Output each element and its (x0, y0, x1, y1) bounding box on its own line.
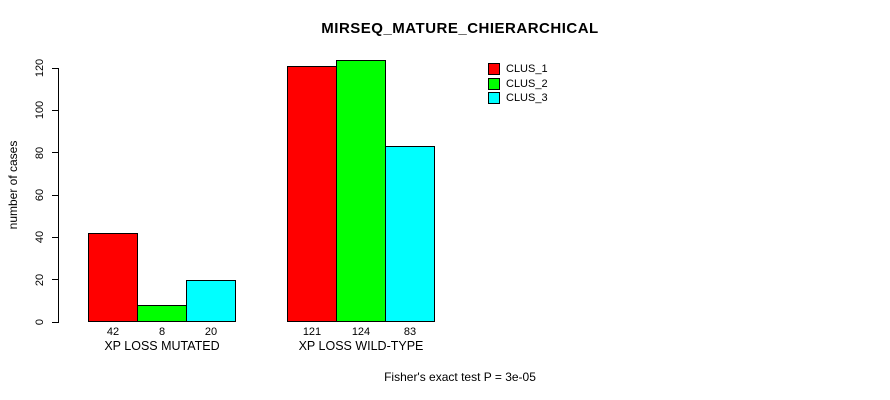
legend-swatch (488, 92, 500, 104)
bar-clus_3 (385, 146, 435, 322)
y-axis-line (58, 68, 59, 323)
y-tick-label: 100 (34, 101, 46, 120)
bar-clus_1 (287, 66, 337, 322)
bar-clus_3 (186, 280, 236, 322)
bar-value-label: 20 (204, 326, 218, 338)
y-tick-label: 80 (34, 146, 46, 159)
legend-label: CLUS_1 (506, 63, 548, 75)
x-category-label: XP LOSS WILD-TYPE (298, 339, 424, 353)
bar-value-label: 121 (302, 326, 322, 338)
y-axis-label: number of cases (6, 140, 20, 230)
bar-value-label: 8 (158, 326, 166, 338)
y-tick-mark (52, 152, 58, 154)
legend-swatch (488, 63, 500, 75)
legend-label: CLUS_3 (506, 92, 548, 104)
legend-item: CLUS_2 (488, 77, 548, 90)
y-tick-label: 0 (34, 318, 46, 326)
bar-value-label: 83 (403, 326, 417, 338)
legend-item: CLUS_3 (488, 92, 548, 104)
bar-clus_2 (336, 60, 386, 322)
annotation-text: Fisher's exact test P = 3e-05 (384, 370, 536, 384)
bar-clus_2 (137, 305, 187, 322)
chart-title: MIRSEQ_MATURE_CHIERARCHICAL (321, 20, 599, 37)
bar-clus_1 (88, 233, 138, 322)
y-tick-label: 120 (34, 58, 46, 78)
legend-label: CLUS_2 (506, 77, 548, 90)
y-tick-mark (52, 321, 58, 323)
y-tick-mark (52, 236, 58, 238)
y-tick-mark (52, 109, 58, 111)
x-category-label: XP LOSS MUTATED (104, 339, 220, 353)
bar-value-label: 124 (351, 326, 371, 338)
legend: CLUS_1 CLUS_2 CLUS_3 (488, 63, 548, 107)
y-tick-mark (52, 279, 58, 281)
legend-item: CLUS_1 (488, 63, 548, 75)
y-tick-mark (52, 67, 58, 69)
y-tick-label: 60 (34, 188, 46, 202)
y-tick-mark (52, 194, 58, 196)
bar-value-label: 42 (106, 326, 120, 338)
y-tick-label: 20 (34, 273, 46, 286)
legend-swatch (488, 77, 500, 90)
y-tick-label: 40 (34, 231, 46, 244)
